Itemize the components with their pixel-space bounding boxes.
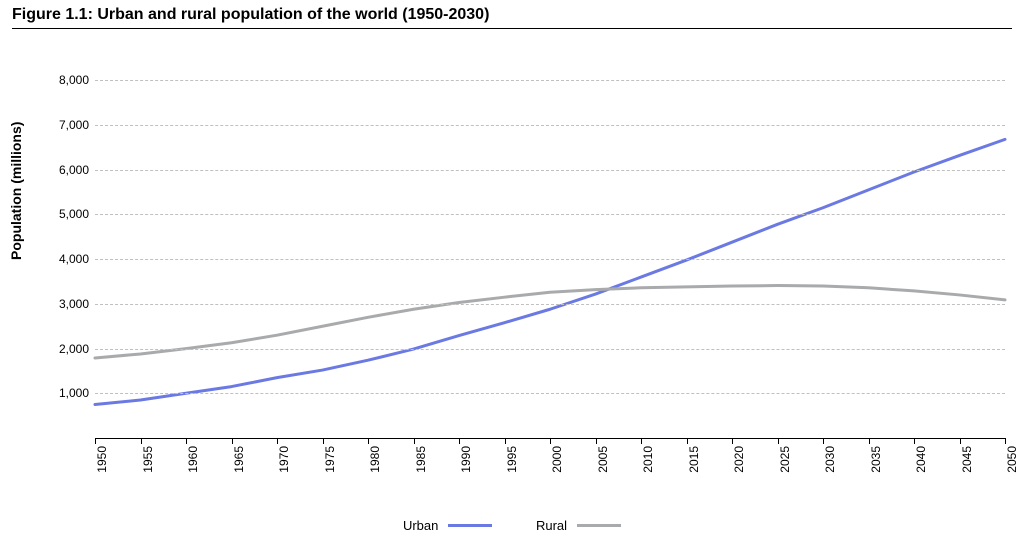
xtick-mark [232,438,233,444]
ytick-label: 7,000 [59,118,95,132]
xtick-mark [960,438,961,444]
xtick-mark [277,438,278,444]
gridline [95,393,1005,394]
xtick-mark [869,438,870,444]
xtick-mark [596,438,597,444]
xtick-mark [687,438,688,444]
xtick-label: 2020 [732,446,746,473]
xtick-mark [323,438,324,444]
legend-swatch-rural [577,524,621,527]
xtick-mark [732,438,733,444]
legend: Urban Rural [0,518,1024,533]
title-rule [12,28,1012,29]
xtick-label: 2035 [869,446,883,473]
xtick-label: 1980 [368,446,382,473]
xtick-mark [505,438,506,444]
legend-label-urban: Urban [403,518,438,533]
gridline [95,304,1005,305]
xtick-label: 1990 [459,446,473,473]
legend-label-rural: Rural [536,518,567,533]
xtick-label: 1985 [414,446,428,473]
ytick-label: 1,000 [59,386,95,400]
xtick-mark [550,438,551,444]
xtick-label: 2010 [641,446,655,473]
figure-title: Figure 1.1: Urban and rural population o… [12,6,489,24]
xtick-mark [459,438,460,444]
xtick-label: 2025 [778,446,792,473]
gridline [95,214,1005,215]
xtick-label: 2000 [550,446,564,473]
xtick-mark [823,438,824,444]
xtick-label: 1955 [141,446,155,473]
ytick-label: 6,000 [59,163,95,177]
plot-area: 1,0002,0003,0004,0005,0006,0007,0008,000… [95,58,1005,438]
y-axis-title: Population (millions) [8,122,24,260]
xtick-label: 2030 [823,446,837,473]
figure-container: Figure 1.1: Urban and rural population o… [0,0,1024,550]
xtick-mark [1005,438,1006,444]
xtick-label: 2040 [914,446,928,473]
ytick-label: 3,000 [59,297,95,311]
xtick-label: 1995 [505,446,519,473]
xtick-label: 2015 [687,446,701,473]
xtick-mark [186,438,187,444]
ytick-label: 8,000 [59,73,95,87]
xtick-label: 1950 [95,446,109,473]
xtick-label: 1960 [186,446,200,473]
ytick-label: 5,000 [59,207,95,221]
xtick-mark [368,438,369,444]
legend-swatch-urban [448,524,492,527]
series-line-rural [95,286,1005,358]
xtick-mark [641,438,642,444]
xtick-label: 1970 [277,446,291,473]
chart-lines [95,58,1005,438]
xtick-mark [141,438,142,444]
legend-item-urban: Urban [403,518,492,533]
xtick-label: 1965 [232,446,246,473]
xtick-label: 2045 [960,446,974,473]
legend-item-rural: Rural [536,518,621,533]
gridline [95,80,1005,81]
xtick-label: 2005 [596,446,610,473]
gridline [95,170,1005,171]
gridline [95,349,1005,350]
series-line-urban [95,139,1005,404]
xtick-mark [778,438,779,444]
xtick-mark [414,438,415,444]
ytick-label: 2,000 [59,342,95,356]
ytick-label: 4,000 [59,252,95,266]
xtick-mark [95,438,96,444]
gridline [95,259,1005,260]
xtick-label: 1975 [323,446,337,473]
gridline [95,125,1005,126]
xtick-label: 2050 [1005,446,1019,473]
xtick-mark [914,438,915,444]
